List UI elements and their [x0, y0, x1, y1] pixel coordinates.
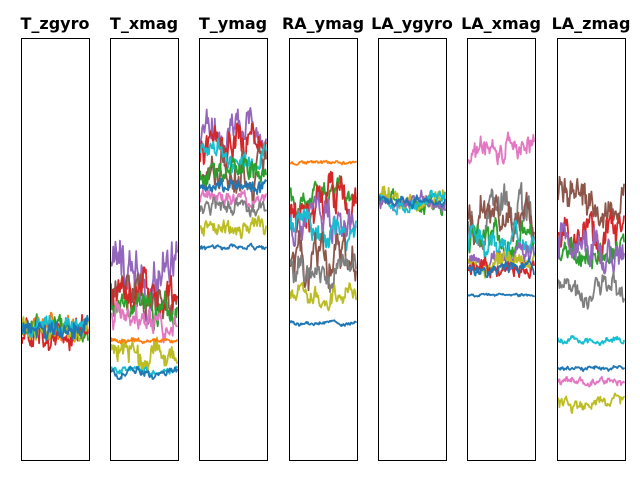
- subplot-title: T_ymag: [199, 14, 267, 33]
- axes-frame: [557, 38, 626, 461]
- subplot-6: LA_zmag: [552, 14, 631, 461]
- series-line: [557, 271, 625, 310]
- subplot-title: T_zgyro: [21, 14, 90, 33]
- subplot-1: T_xmag: [110, 14, 179, 461]
- subplot-2: T_ymag: [199, 14, 268, 461]
- series-line: [110, 300, 178, 344]
- series-line: [467, 292, 535, 298]
- series-line: [199, 189, 267, 210]
- series-line: [289, 229, 357, 292]
- series-line: [199, 196, 267, 218]
- series-line: [199, 242, 267, 251]
- series-line: [110, 365, 178, 378]
- subplot-title: RA_ymag: [282, 14, 364, 33]
- series-line: [199, 157, 267, 187]
- series-line: [289, 170, 357, 233]
- series-line: [289, 319, 357, 328]
- series-group: [378, 185, 446, 217]
- series-line: [557, 335, 625, 347]
- series-line: [110, 290, 178, 331]
- series-group: [557, 175, 625, 415]
- subplot-5: LA_xmag: [461, 14, 541, 461]
- subplot-title: T_xmag: [110, 14, 178, 33]
- series-group: [110, 239, 178, 381]
- axes-frame: [110, 38, 179, 461]
- series-line: [21, 314, 89, 341]
- series-line: [557, 375, 625, 388]
- subplot-3: RA_ymag: [282, 14, 364, 461]
- series-line: [557, 392, 625, 415]
- series-line: [199, 177, 267, 196]
- series-line: [467, 256, 535, 280]
- subplot-title: LA_zmag: [552, 14, 631, 33]
- series-line: [467, 257, 535, 279]
- series-line: [467, 191, 535, 246]
- series-line: [378, 194, 446, 210]
- subplot-title: LA_ygyro: [371, 14, 453, 33]
- series-line: [557, 222, 625, 276]
- series-group: [289, 159, 357, 328]
- axes-frame: [467, 38, 536, 461]
- series-line: [110, 239, 178, 325]
- series-line: [289, 281, 357, 312]
- series-line: [467, 131, 535, 166]
- axes-frame: [378, 38, 447, 461]
- subplot-4: LA_ygyro: [371, 14, 453, 461]
- series-line: [289, 253, 357, 294]
- series-line: [467, 219, 535, 264]
- series-group: [21, 311, 89, 352]
- series-line: [110, 337, 178, 345]
- series-line: [110, 365, 178, 381]
- axes-frame: [21, 38, 90, 461]
- series-line: [199, 122, 267, 170]
- series-group: [467, 131, 535, 298]
- axes-frame: [289, 38, 358, 461]
- subplot-0: T_zgyro: [21, 14, 90, 461]
- series-line: [289, 159, 357, 166]
- series-line: [199, 215, 267, 240]
- axes-frame: [199, 38, 268, 461]
- series-line: [557, 364, 625, 373]
- subplot-title: LA_xmag: [461, 14, 541, 33]
- series-line: [199, 137, 267, 174]
- series-line: [557, 175, 625, 229]
- series-group: [199, 107, 267, 251]
